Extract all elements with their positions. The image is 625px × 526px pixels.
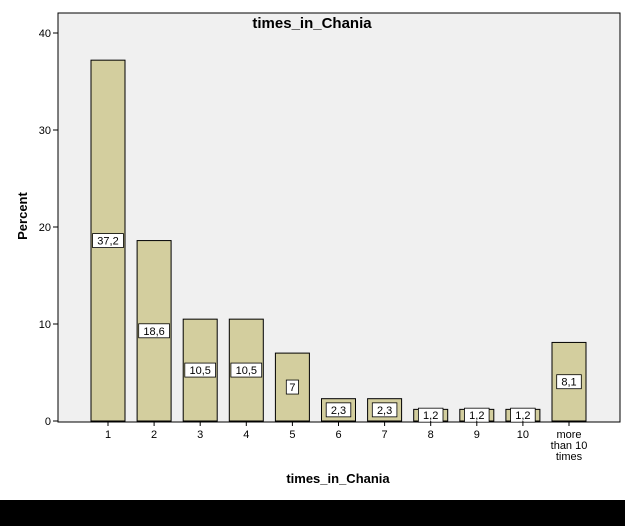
data-label: 2,3 — [377, 405, 392, 417]
data-label: 7 — [289, 382, 295, 394]
y-tick-label: 30 — [39, 125, 51, 137]
data-label: 18,6 — [143, 326, 164, 338]
data-label-box — [325, 402, 352, 418]
x-tick-label: 8 — [428, 429, 434, 441]
x-tick-label: 9 — [474, 429, 480, 441]
data-label: 37,2 — [97, 236, 118, 248]
data-label-box — [556, 374, 582, 390]
x-tick-label: 2 — [151, 429, 157, 441]
x-tick-label: 6 — [335, 429, 341, 441]
x-axis-title: times_in_Chania — [286, 471, 390, 486]
y-tick-label: 0 — [45, 416, 51, 428]
data-label: 10,5 — [236, 365, 257, 377]
y-tick-label: 10 — [39, 319, 51, 331]
data-label-box — [285, 379, 299, 395]
x-axis: 1 2 3 4 5 6 7 8 9 10 more than 10 times — [105, 421, 587, 463]
bars: 37,2 18,6 10,5 10,5 7 2,3 2,3 1,2 1,2 1,2 8,1 — [90, 59, 587, 423]
data-label-box — [92, 233, 124, 248]
x-tick-label: 3 — [197, 429, 203, 441]
x-tick-label: 1 — [105, 429, 111, 441]
x-tick-label: 5 — [289, 429, 295, 441]
y-axis: 0 10 20 30 40 — [39, 28, 58, 428]
x-tick-label: 4 — [243, 429, 249, 441]
data-label: 10,5 — [189, 365, 210, 377]
x-tick-label: 7 — [382, 429, 388, 441]
data-label: 1,2 — [469, 410, 484, 422]
x-tick-label: 10 — [517, 429, 529, 441]
data-label: 1,2 — [423, 410, 438, 422]
data-label: 8,1 — [561, 377, 576, 389]
data-label-box — [230, 362, 263, 378]
data-label-box — [371, 402, 398, 418]
y-tick-label: 20 — [39, 222, 51, 234]
y-tick-label: 40 — [39, 28, 51, 40]
data-label: 1,2 — [515, 410, 530, 422]
data-label: 2,3 — [331, 405, 346, 417]
bottom-band — [0, 500, 625, 526]
chart-title: times_in_Chania — [252, 15, 372, 32]
x-tick-label: more than 10 times — [551, 429, 588, 463]
data-label-box — [138, 323, 170, 339]
data-label-box — [184, 362, 217, 378]
y-axis-title: Percent — [15, 191, 30, 239]
bar-chart: times_in_Chania Percent times_in_Chania … — [15, 12, 621, 486]
